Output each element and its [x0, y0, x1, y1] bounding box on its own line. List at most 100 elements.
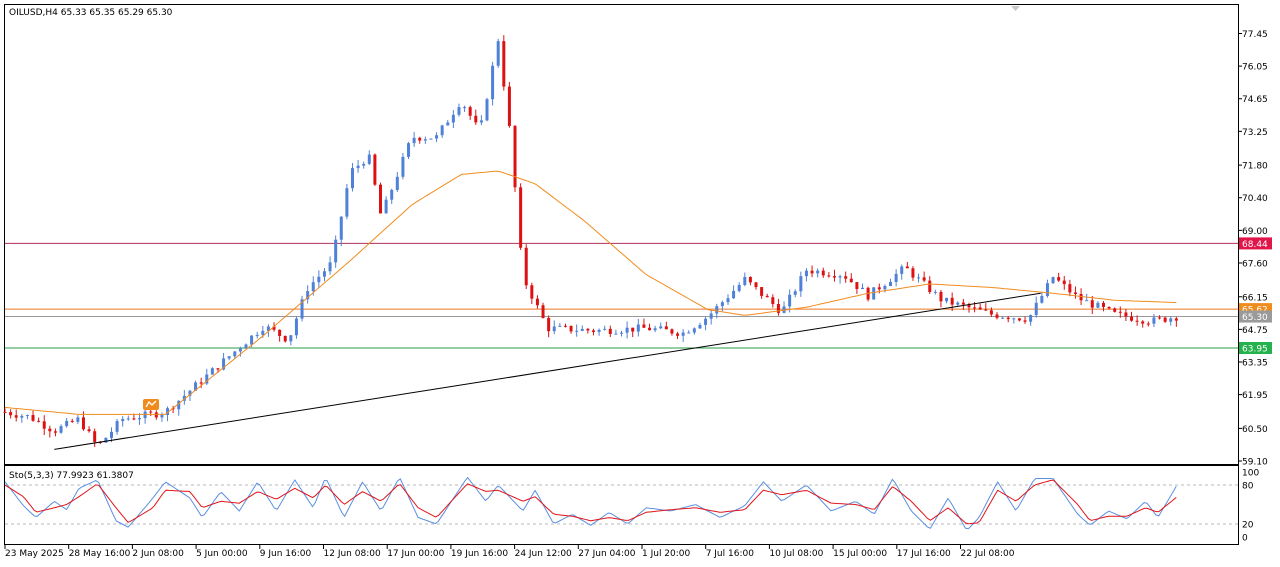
candle-body — [48, 428, 52, 432]
price-layer — [3, 35, 1238, 450]
trendline[interactable] — [54, 292, 1041, 450]
candle-body — [300, 299, 304, 319]
price-axis-label: 59.10 — [1242, 458, 1268, 468]
candle-body — [1124, 312, 1128, 317]
candle-body — [872, 287, 876, 300]
stoch-axis-label: 100 — [1242, 469, 1259, 479]
candle-body — [93, 431, 97, 442]
candle-body — [339, 216, 343, 240]
candle-body — [194, 382, 198, 391]
candle-body — [216, 368, 220, 370]
date-axis-label: 7 Jul 16:00 — [706, 549, 755, 559]
candle-body — [709, 313, 713, 319]
candle-body — [1135, 320, 1139, 322]
candle-body — [1118, 311, 1122, 313]
candle-body — [20, 415, 24, 418]
candle-body — [9, 412, 13, 416]
price-tag-label: 63.95 — [1242, 345, 1268, 355]
date-axis-label: 1 Jul 20:00 — [642, 549, 691, 559]
date-axis-label: 28 May 16:00 — [69, 549, 131, 559]
candle-body — [457, 107, 461, 115]
candle-body — [917, 277, 921, 279]
candle-body — [1017, 318, 1021, 321]
candle-body — [356, 165, 360, 169]
chart-shift-marker[interactable] — [1011, 6, 1020, 11]
candle-body — [547, 317, 551, 332]
candle-body — [188, 390, 192, 396]
candle-body — [149, 411, 153, 413]
candle-body — [244, 344, 248, 349]
candle-body — [608, 328, 612, 334]
candle-body — [1158, 317, 1162, 319]
candle-body — [563, 325, 567, 327]
candle-body — [816, 270, 820, 274]
candle-body — [109, 431, 113, 438]
candle-body — [250, 335, 254, 345]
candle-body — [81, 417, 85, 430]
candle-body — [569, 325, 573, 332]
candle-body — [1130, 316, 1134, 321]
candle-body — [59, 426, 63, 433]
price-axis-label: 64.75 — [1242, 326, 1268, 336]
stoch-signal-line — [4, 479, 1177, 525]
price-axis-label: 71.80 — [1242, 162, 1268, 172]
candle-body — [591, 330, 595, 332]
candle-body — [479, 120, 483, 123]
candle-body — [367, 154, 371, 164]
candle-body — [530, 285, 534, 299]
stoch-main-line — [4, 476, 1177, 530]
candle-body — [53, 431, 57, 433]
candle-body — [670, 329, 674, 334]
candle-body — [1096, 302, 1100, 308]
candle-body — [827, 275, 831, 277]
price-panel-frame — [4, 4, 1239, 465]
candle-body — [373, 154, 377, 185]
candle-body — [961, 302, 965, 305]
candle-body — [502, 41, 506, 87]
candle-body — [238, 348, 242, 352]
candle-body — [586, 328, 590, 331]
candle-body — [496, 41, 500, 66]
candle-body — [121, 419, 125, 422]
candle-body — [42, 421, 46, 429]
stoch-panel-frame — [4, 465, 1239, 545]
candle-body — [412, 137, 416, 144]
candle-body — [126, 418, 130, 420]
price-axis-label: 61.95 — [1242, 391, 1268, 401]
price-axis-label: 74.65 — [1242, 95, 1268, 105]
candle-body — [642, 324, 646, 328]
price-axis-label: 69.00 — [1242, 227, 1268, 237]
candle-body — [1079, 293, 1083, 301]
candle-body — [390, 189, 394, 200]
date-axis-label: 23 May 2025 — [5, 549, 64, 559]
price-axis-label: 66.15 — [1242, 293, 1268, 303]
axis-layer: 77.45 76.05 74.65 73.25 71.80 70.40 69.00 67.60… — [1238, 30, 1272, 544]
candle-body — [782, 306, 786, 313]
candle-body — [227, 356, 231, 359]
candle-body — [1174, 318, 1178, 321]
candle-body — [900, 266, 904, 274]
alert-badge-icon[interactable] — [143, 399, 159, 410]
candle-body — [945, 297, 949, 302]
date-axis-label: 17 Jul 16:00 — [897, 549, 951, 559]
candle-body — [967, 304, 971, 308]
candle-body — [793, 291, 797, 295]
candle-body — [3, 412, 7, 414]
candle-body — [620, 332, 623, 334]
price-axis-label: 77.45 — [1242, 30, 1268, 40]
candle-body — [519, 187, 523, 248]
candle-body — [451, 114, 455, 123]
candle-body — [266, 326, 270, 331]
stoch-axis-label: 80 — [1242, 482, 1254, 492]
candle-body — [732, 290, 736, 299]
candle-body — [648, 327, 652, 331]
candle-body — [788, 294, 792, 307]
candle-body — [255, 334, 259, 336]
date-axis-label: 5 Jun 00:00 — [196, 549, 248, 559]
stoch-title: Sto(5,3,3) 77.9923 61.3807 — [9, 471, 134, 481]
symbol-title: OILUSD,H4 65.33 65.35 65.29 65.30 — [9, 8, 173, 18]
candle-body — [429, 138, 433, 140]
candle-body — [810, 270, 814, 274]
candle-body — [317, 276, 321, 283]
